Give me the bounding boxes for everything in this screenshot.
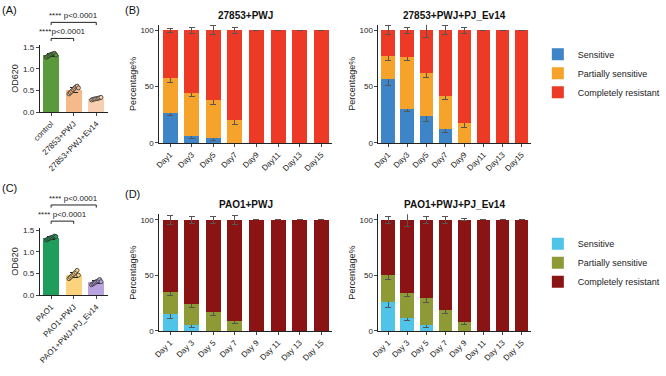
svg-text:PAO1: PAO1 xyxy=(34,302,55,323)
svg-text:100: 100 xyxy=(140,26,154,35)
svg-text:0: 0 xyxy=(149,139,154,148)
svg-text:Day 5: Day 5 xyxy=(196,338,218,360)
svg-text:27853+PWJ+PJ_Ev14: 27853+PWJ+PJ_Ev14 xyxy=(403,10,506,21)
svg-text:control: control xyxy=(32,119,56,143)
svg-text:(D): (D) xyxy=(125,188,140,200)
svg-text:27853+PWJ: 27853+PWJ xyxy=(41,120,78,157)
svg-text:0: 0 xyxy=(149,327,154,336)
svg-text:Day 3: Day 3 xyxy=(175,338,197,360)
svg-text:Day9: Day9 xyxy=(241,150,261,170)
svg-text:Day13: Day13 xyxy=(281,150,304,173)
svg-text:0.0: 0.0 xyxy=(23,108,35,117)
svg-text:**** p<0.0001: **** p<0.0001 xyxy=(49,194,98,203)
svg-text:**** p<0.0001: **** p<0.0001 xyxy=(49,11,98,20)
svg-text:Day1: Day1 xyxy=(373,150,393,170)
svg-text:Day 9: Day 9 xyxy=(447,338,469,360)
svg-text:1.0: 1.0 xyxy=(23,248,35,257)
svg-text:Day 9: Day 9 xyxy=(240,338,262,360)
svg-text:Day13: Day13 xyxy=(484,150,507,173)
svg-text:Completely resistant: Completely resistant xyxy=(578,88,660,98)
svg-text:27853+PWJ+Ev14: 27853+PWJ+Ev14 xyxy=(47,119,101,173)
svg-text:(B): (B) xyxy=(125,4,140,16)
svg-text:Percentage%: Percentage% xyxy=(128,246,138,300)
svg-text:Day3: Day3 xyxy=(176,150,196,170)
svg-text:OD620: OD620 xyxy=(10,64,20,93)
svg-text:Percentage%: Percentage% xyxy=(128,57,138,111)
svg-text:Percentage%: Percentage% xyxy=(347,57,357,111)
svg-text:Day 7: Day 7 xyxy=(428,338,450,360)
svg-text:Day5: Day5 xyxy=(198,150,218,170)
svg-text:Day7: Day7 xyxy=(430,150,450,170)
svg-text:1.0: 1.0 xyxy=(23,65,35,74)
svg-text:Day 13: Day 13 xyxy=(483,338,508,363)
svg-text:1.5: 1.5 xyxy=(23,43,35,52)
svg-text:Day 5: Day 5 xyxy=(409,338,431,360)
svg-text:(C): (C) xyxy=(2,182,17,194)
svg-text:1.5: 1.5 xyxy=(23,226,35,235)
svg-text:Partially sensitive: Partially sensitive xyxy=(578,258,648,268)
svg-text:0: 0 xyxy=(368,139,373,148)
svg-text:Day5: Day5 xyxy=(411,150,431,170)
svg-text:Day15: Day15 xyxy=(303,150,326,173)
svg-text:27853+PWJ: 27853+PWJ xyxy=(218,10,273,21)
svg-text:Day 15: Day 15 xyxy=(502,338,527,363)
svg-text:0.0: 0.0 xyxy=(23,291,35,300)
svg-text:100: 100 xyxy=(360,216,374,225)
svg-text:50: 50 xyxy=(364,82,373,91)
svg-text:****p<0.0001: ****p<0.0001 xyxy=(39,27,86,36)
svg-text:0.5: 0.5 xyxy=(23,269,35,278)
svg-text:Day 1: Day 1 xyxy=(153,338,175,360)
svg-text:Day 3: Day 3 xyxy=(390,338,412,360)
svg-text:Day9: Day9 xyxy=(449,150,469,170)
svg-text:Sensitive: Sensitive xyxy=(578,50,615,60)
svg-text:0: 0 xyxy=(368,327,373,336)
svg-text:100: 100 xyxy=(140,216,154,225)
svg-text:50: 50 xyxy=(145,271,154,280)
svg-text:PAO1+PWJ+PJ_Ev14: PAO1+PWJ+PJ_Ev14 xyxy=(38,302,101,365)
svg-text:Day1: Day1 xyxy=(155,150,175,170)
svg-text:Day 15: Day 15 xyxy=(301,338,326,363)
svg-text:Day11: Day11 xyxy=(465,150,488,173)
svg-text:Day11: Day11 xyxy=(260,150,283,173)
svg-text:PAO1+PWJ: PAO1+PWJ xyxy=(219,199,273,210)
svg-text:Percentage%: Percentage% xyxy=(347,246,357,300)
svg-text:100: 100 xyxy=(360,26,374,35)
svg-text:PAO1+PWJ+PJ_Ev14: PAO1+PWJ+PJ_Ev14 xyxy=(404,199,505,210)
svg-text:Day 13: Day 13 xyxy=(280,338,305,363)
svg-text:Day 7: Day 7 xyxy=(218,338,240,360)
svg-text:Day 1: Day 1 xyxy=(371,338,393,360)
svg-text:Day7: Day7 xyxy=(220,150,240,170)
svg-text:0.5: 0.5 xyxy=(23,86,35,95)
svg-text:Day 11: Day 11 xyxy=(464,338,488,362)
svg-text:Partially sensitive: Partially sensitive xyxy=(578,69,648,79)
svg-text:Day15: Day15 xyxy=(503,150,526,173)
svg-text:Day 11: Day 11 xyxy=(258,338,282,362)
svg-text:50: 50 xyxy=(145,82,154,91)
svg-text:PAO1+PWJ: PAO1+PWJ xyxy=(42,303,78,339)
svg-text:50: 50 xyxy=(364,271,373,280)
svg-text:Sensitive: Sensitive xyxy=(578,239,615,249)
svg-text:Day3: Day3 xyxy=(392,150,412,170)
svg-text:(A): (A) xyxy=(2,4,17,16)
svg-text:OD620: OD620 xyxy=(10,247,20,276)
svg-text:**** p<0.0001: **** p<0.0001 xyxy=(38,210,87,219)
svg-text:Completely resistant: Completely resistant xyxy=(578,277,660,287)
